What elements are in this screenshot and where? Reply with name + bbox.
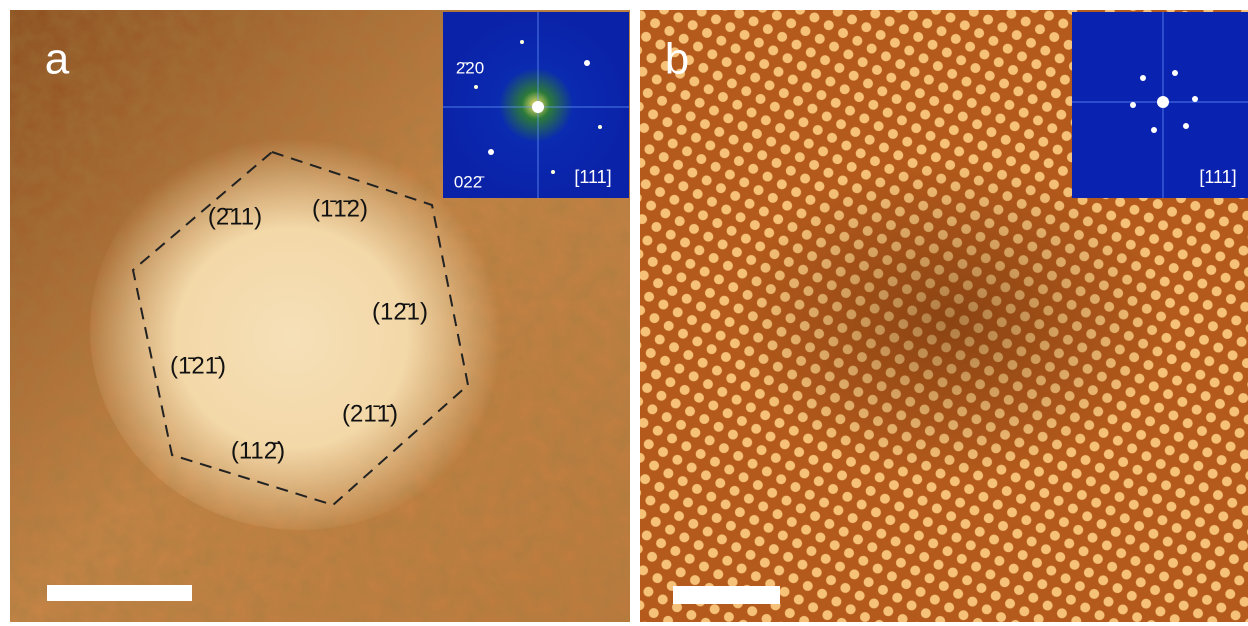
- facet-label: (2̄11): [208, 203, 262, 230]
- spot: [598, 125, 602, 129]
- panel-label: a: [45, 35, 70, 84]
- scale-bar: [47, 585, 192, 601]
- zone-axis: [111]: [1199, 167, 1236, 187]
- scale-bar: [673, 586, 780, 604]
- facet-label: (21̄1̄): [342, 400, 398, 427]
- facet-label: (112̄): [231, 437, 285, 464]
- panel-a: a (1̄1̄2) (2̄11) (12̄1) (1̄21̄) (21̄1̄) …: [10, 10, 630, 622]
- spot: [488, 149, 494, 155]
- spot-label: 022̄: [454, 172, 485, 191]
- facet-label: (1̄1̄2): [312, 195, 368, 222]
- panel-label: b: [665, 35, 689, 84]
- spot: [1130, 102, 1136, 108]
- facet-label: (1̄21̄): [170, 352, 226, 379]
- spot: [474, 85, 478, 89]
- spot-label: 2̄20: [456, 58, 484, 77]
- figure: a (1̄1̄2) (2̄11) (12̄1) (1̄21̄) (21̄1̄) …: [0, 0, 1248, 626]
- contrast-region: [730, 160, 1170, 480]
- spot: [584, 60, 590, 66]
- spot: [1157, 96, 1169, 108]
- panel-b: b [111]: [640, 10, 1248, 622]
- zone-axis: [111]: [574, 167, 611, 187]
- spot: [1140, 75, 1146, 81]
- spot: [1172, 70, 1178, 76]
- spot: [1151, 127, 1157, 133]
- fft-inset: [111]: [1072, 12, 1248, 198]
- spot: [1192, 96, 1198, 102]
- facet-label: (12̄1): [372, 298, 428, 325]
- fft-inset: 2̄20 022̄ [111]: [443, 12, 629, 198]
- spot: [532, 101, 544, 113]
- spot: [520, 40, 524, 44]
- spot: [1183, 123, 1189, 129]
- spot: [551, 170, 555, 174]
